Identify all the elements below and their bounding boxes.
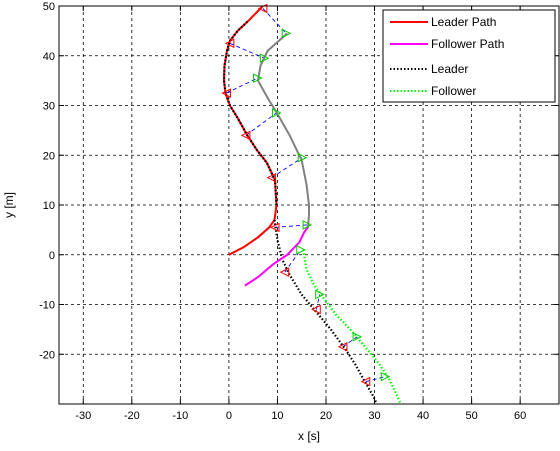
follower-trail-line	[256, 32, 310, 234]
follower-marker	[297, 152, 308, 163]
x-tick-label: -30	[75, 410, 91, 422]
legend-label-leader-path: Leader Path	[431, 15, 496, 29]
x-tick-label: -20	[124, 410, 140, 422]
leader-marker	[360, 376, 371, 387]
legend-box	[382, 9, 556, 103]
y-tick-label: -10	[39, 300, 55, 312]
y-axis-label: y [m]	[2, 192, 16, 218]
follower-marker	[259, 53, 270, 64]
leader-marker	[221, 88, 231, 98]
series-lines	[222, 5, 402, 405]
leader-marker	[269, 222, 280, 233]
connector-line	[365, 376, 386, 383]
connector-line	[245, 112, 277, 136]
leader-marker	[240, 130, 251, 141]
x-axis-label: x [s]	[298, 429, 320, 443]
connector-line	[274, 224, 308, 228]
y-tick-label: 0	[49, 250, 55, 262]
leader-marker	[311, 304, 321, 315]
y-tick-label: 30	[43, 101, 55, 113]
series-line-leader-upper	[222, 20, 278, 206]
leader-marker	[224, 38, 235, 49]
axis-ticks: -30 -20 -10 0 10 20 30 40 50 60 -20 -10 0 10 20 30 40 50	[39, 1, 559, 422]
x-tick-label: 40	[417, 410, 429, 422]
triangle-markers	[221, 3, 391, 387]
leader-marker	[266, 172, 277, 183]
follower-marker	[302, 220, 313, 230]
follower-marker	[271, 108, 282, 118]
y-tick-label: 20	[43, 150, 55, 162]
leader-marker	[337, 341, 348, 352]
x-tick-label: 0	[226, 410, 232, 422]
y-tick-label: 50	[43, 1, 55, 13]
connector-line	[342, 336, 358, 348]
y-tick-label: 10	[43, 200, 55, 212]
connector-line	[271, 157, 303, 179]
x-tick-label: 60	[514, 410, 526, 422]
follower-marker	[281, 28, 292, 39]
x-tick-label: 30	[368, 410, 380, 422]
connector-line	[226, 77, 258, 94]
follower-marker	[253, 73, 263, 83]
follower-marker	[352, 332, 363, 342]
x-tick-label: 20	[320, 410, 332, 422]
legend-label-leader: Leader	[431, 62, 468, 76]
legend-label-follower: Follower	[431, 84, 476, 98]
x-tick-label: -10	[172, 410, 188, 422]
series-line-follower	[302, 249, 402, 405]
connector-line	[229, 42, 265, 59]
series-line-follower-path	[244, 226, 309, 287]
y-tick-label: -20	[39, 349, 55, 361]
legend: Leader Path Follower Path Leader Followe…	[382, 9, 556, 103]
follower-marker	[296, 244, 306, 255]
leader-marker	[279, 267, 290, 277]
follower-marker	[315, 289, 325, 300]
follower-marker	[380, 371, 391, 382]
x-tick-label: 10	[271, 410, 283, 422]
y-tick-label: 40	[43, 51, 55, 63]
legend-label-follower-path: Follower Path	[431, 37, 504, 51]
x-tick-label: 50	[465, 410, 477, 422]
